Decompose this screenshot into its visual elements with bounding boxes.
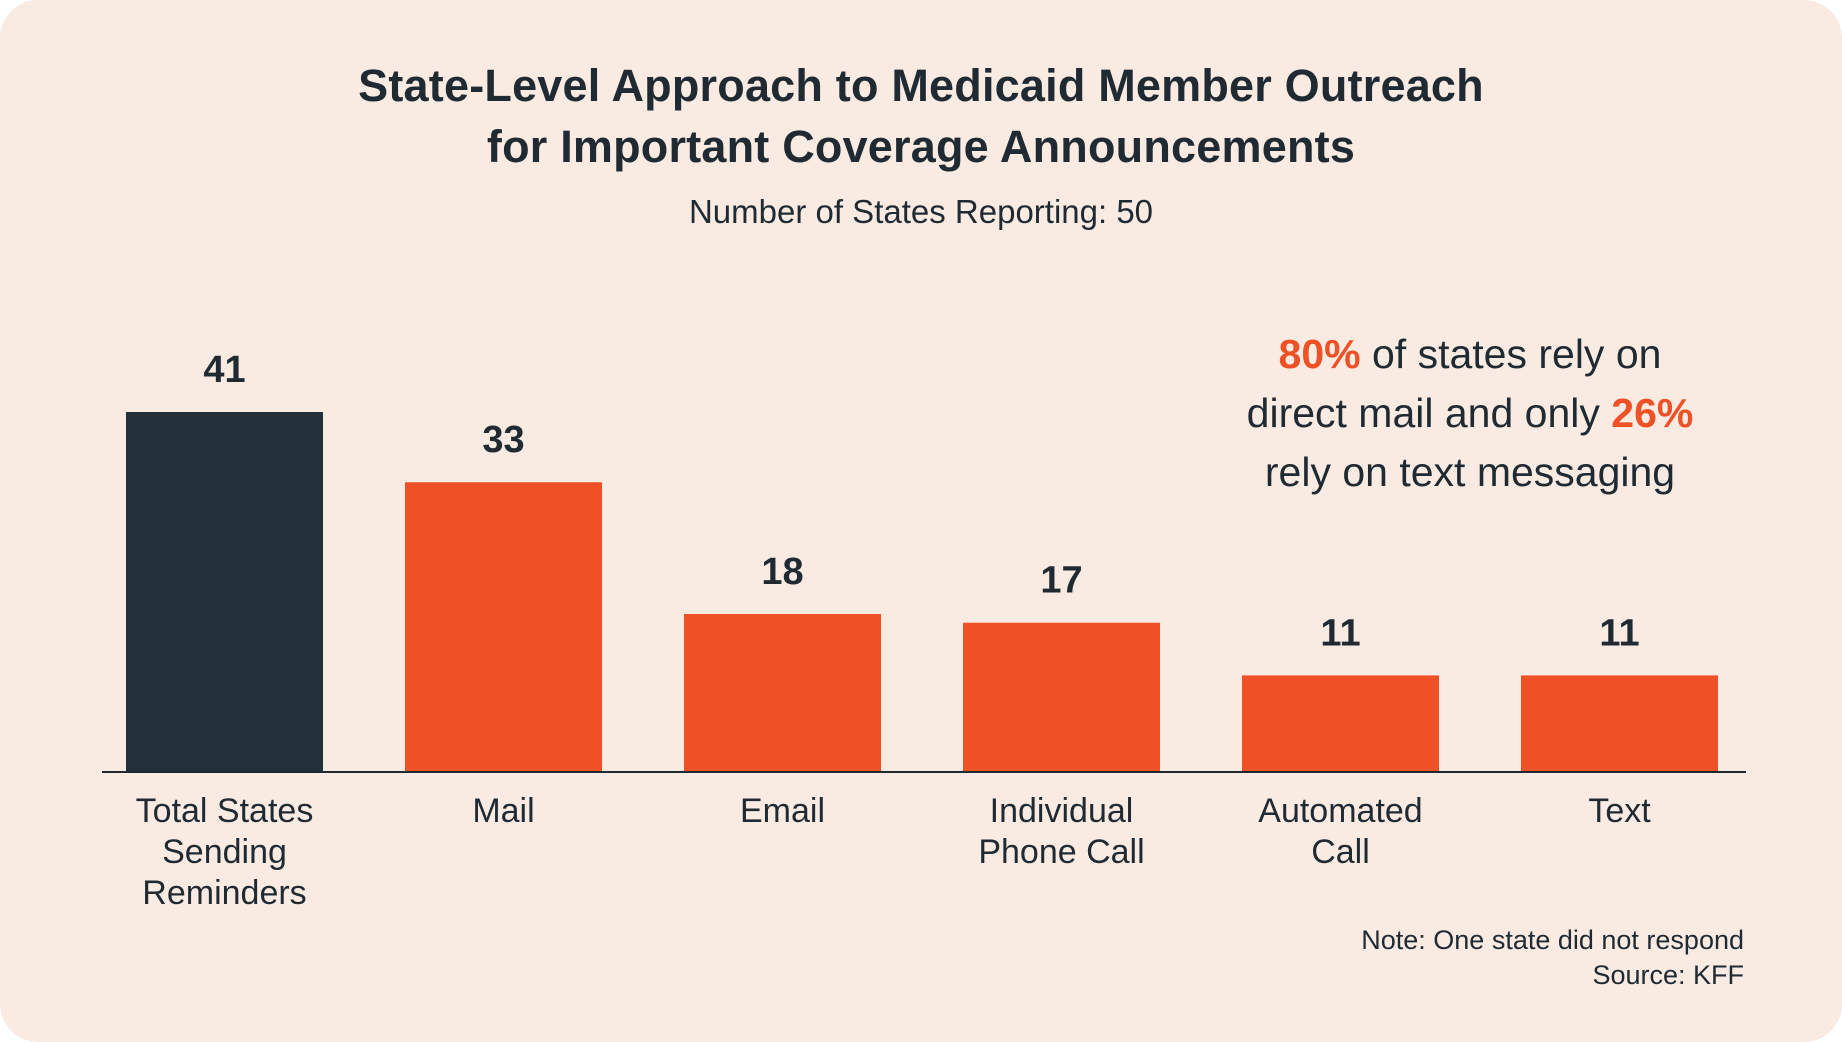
bar-text [1521,675,1718,772]
value-label-individual-phone-call: 17 [1040,560,1082,602]
category-label-line: Total States [136,792,314,830]
category-labels-layer: Total States Sending Reminders Mail Email Ind… [136,792,1652,912]
category-label-individual-phone-call: Individual Phone Call [978,792,1144,871]
value-label-email: 18 [761,551,803,593]
bar-automated-call [1242,675,1439,772]
bar-mail [405,482,602,772]
callout-line-3: rely on text messaging [1180,443,1760,502]
value-labels-layer: 41 33 18 17 11 11 [203,349,1639,654]
category-label-text: Text [1588,792,1651,830]
category-label-automated-call: Automated Call [1258,792,1422,871]
callout-pct-text: 26% [1611,390,1694,436]
value-label-text: 11 [1599,612,1639,654]
callout-line-1: 80% of states rely on [1180,325,1760,384]
footnote: Note: One state did not respond [1361,925,1744,955]
bar-email [684,613,881,772]
chart-subtitle: Number of States Reporting: 50 [688,193,1154,230]
category-label-line: Call [1311,833,1370,871]
callout-text-2: direct mail and only [1246,390,1612,436]
category-label-line: Text [1588,792,1651,830]
callout-pct-mail: 80% [1278,331,1361,377]
value-label-total-states-sending-reminders: 41 [203,349,245,391]
source: Source: KFF [1592,960,1744,990]
bars-layer [126,412,1718,772]
callout-text-1: of states rely on [1360,331,1662,377]
chart-title-line-1: State-Level Approach to Medicaid Member … [358,60,1484,111]
value-label-mail: 33 [482,419,524,461]
value-label-automated-call: 11 [1320,612,1360,654]
category-label-line: Individual [990,792,1134,830]
bar-individual-phone-call [963,622,1160,772]
category-label-line: Phone Call [978,833,1144,871]
category-label-line: Automated [1258,792,1422,830]
category-label-line: Reminders [142,874,306,912]
callout-text-3: rely on text messaging [1264,449,1676,495]
bar-total-states-sending-reminders [126,412,323,772]
category-label-line: Email [740,792,825,830]
callout-annotation: 80% of states rely on direct mail and on… [1180,325,1760,502]
category-label-line: Sending [162,833,287,871]
chart-title-line-2: for Important Coverage Announcements [486,121,1356,172]
category-label-email: Email [740,792,825,830]
category-label-line: Mail [472,792,534,830]
category-label-mail: Mail [472,792,534,830]
callout-line-2: direct mail and only 26% [1180,384,1760,443]
category-label-total-states-sending-reminders: Total States Sending Reminders [136,792,314,912]
